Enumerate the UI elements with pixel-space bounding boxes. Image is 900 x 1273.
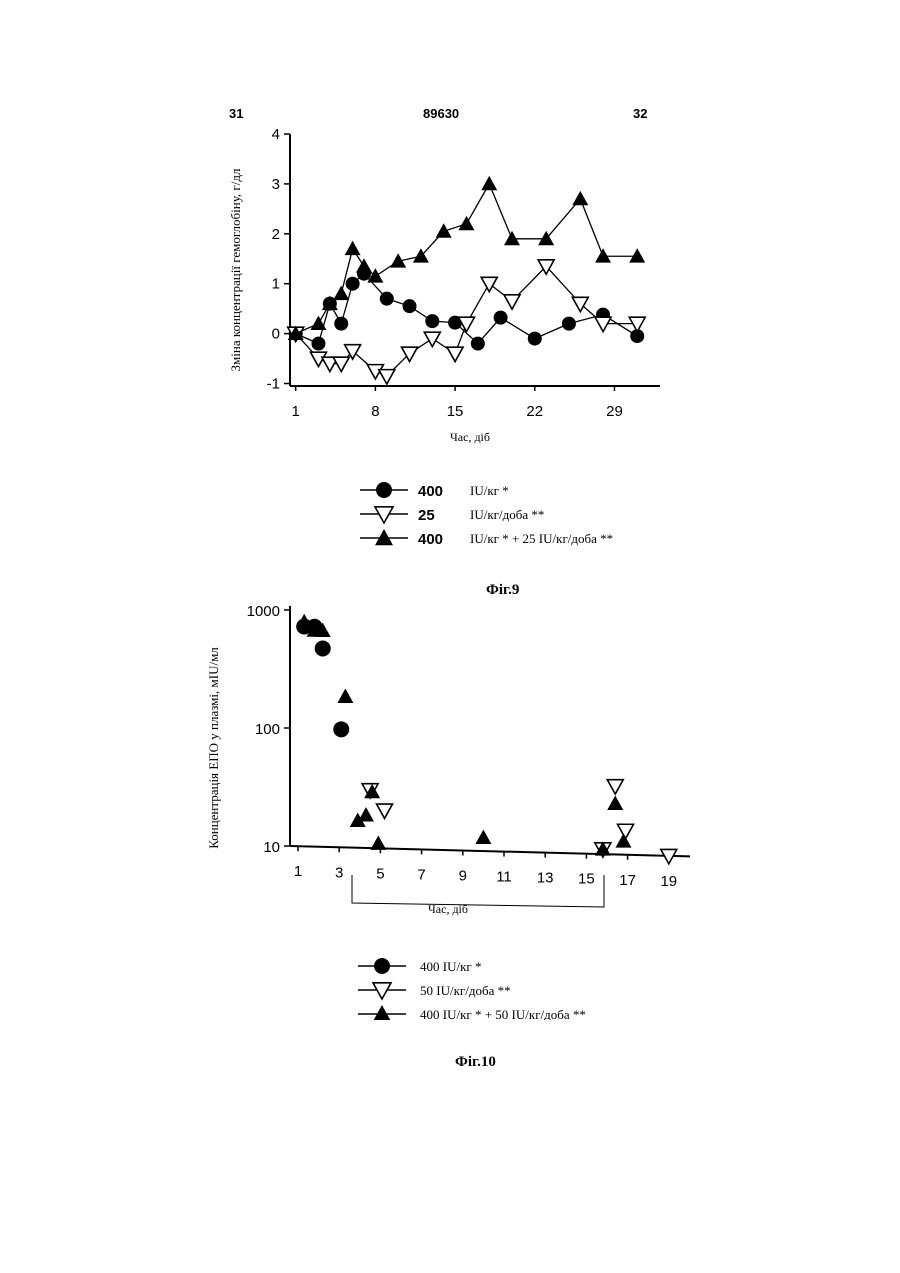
legend-circle-icon xyxy=(376,482,392,498)
data-point xyxy=(358,807,374,821)
figure-9-chart: -1 0 1 2 3 4 1 8 15 22 29 Зміна концентрації гемогл… xyxy=(0,0,900,460)
data-point xyxy=(345,241,361,255)
x-axis-label: Час, діб xyxy=(428,902,468,916)
x-tick-label: 15 xyxy=(447,403,464,420)
x-axis-bracket xyxy=(352,875,604,907)
data-point xyxy=(595,317,611,331)
legend-dose: 400 xyxy=(418,483,443,500)
data-point xyxy=(494,311,508,325)
y-axis-label: Зміна концентрації гемоглобіну, г/дл xyxy=(228,168,243,371)
data-point xyxy=(607,796,623,810)
legend-label: IU/кг * + 25 IU/кг/доба ** xyxy=(470,531,613,546)
x-tick-label: 7 xyxy=(417,866,425,883)
figure-9-legend: 400 IU/кг * 25 IU/кг/доба ** 400 IU/кг * + 25… xyxy=(340,474,680,554)
data-point xyxy=(504,295,520,309)
data-point xyxy=(425,314,439,328)
data-point xyxy=(377,804,393,818)
x-tick-label: 19 xyxy=(660,873,677,890)
x-tick-label: 1 xyxy=(294,863,302,880)
x-tick-label: 3 xyxy=(335,864,343,881)
y-axis-label: Концентрація ЕПО у плазмі, мIU/мл xyxy=(206,647,221,849)
data-point xyxy=(618,824,634,838)
y-tick-label: 1000 xyxy=(247,603,280,620)
data-point xyxy=(333,286,349,300)
figure-10-legend: 400 IU/кг * 50 IU/кг/доба ** 400 IU/кг * +… xyxy=(338,950,678,1020)
data-point xyxy=(380,292,394,306)
data-point xyxy=(528,332,542,346)
data-point xyxy=(629,317,645,331)
y-tick-label: 4 xyxy=(272,126,280,143)
data-point xyxy=(311,337,325,351)
data-point xyxy=(471,337,485,351)
x-tick-label: 1 xyxy=(292,403,300,420)
x-tick-label: 15 xyxy=(578,871,595,888)
legend-label: 400 IU/кг * xyxy=(420,959,481,974)
data-point xyxy=(403,299,417,313)
data-point xyxy=(629,248,645,262)
data-point xyxy=(436,223,452,237)
y-tick-label: -1 xyxy=(267,376,280,393)
y-tick-label: 1 xyxy=(272,276,280,293)
data-point xyxy=(475,830,491,844)
legend-label: 50 IU/кг/доба ** xyxy=(420,983,511,998)
figure-10-chart: 101001000135791113151719Концентрація ЕПО… xyxy=(0,590,900,920)
data-point xyxy=(572,191,588,205)
legend-tri-up-icon xyxy=(373,1005,391,1020)
data-point xyxy=(334,317,348,331)
data-point xyxy=(615,833,631,847)
data-point xyxy=(424,332,440,346)
data-point xyxy=(595,248,611,262)
x-tick-label: 29 xyxy=(606,403,623,420)
y-tick-label: 100 xyxy=(255,721,280,738)
data-point xyxy=(370,835,386,849)
data-point xyxy=(481,277,497,291)
legend-label: IU/кг/доба ** xyxy=(470,507,544,522)
data-point xyxy=(337,689,353,703)
x-tick-label: 8 xyxy=(371,403,379,420)
legend-dose: 400 xyxy=(418,531,443,548)
legend-tri-down-icon xyxy=(375,507,393,523)
data-point xyxy=(572,297,588,311)
data-point xyxy=(333,357,349,371)
x-tick-label: 11 xyxy=(496,869,512,886)
y-tick-label: 2 xyxy=(272,226,280,243)
data-point xyxy=(504,231,520,245)
data-point xyxy=(346,277,360,291)
x-tick-label: 5 xyxy=(376,865,384,882)
x-axis-label: Час, діб xyxy=(450,430,490,444)
x-tick-label: 17 xyxy=(619,872,636,889)
data-point xyxy=(562,317,576,331)
legend-dose: 25 xyxy=(418,507,435,524)
data-point xyxy=(458,216,474,230)
series-line-2 xyxy=(296,184,638,334)
legend-tri-down-icon xyxy=(373,983,391,999)
y-tick-label: 3 xyxy=(272,176,280,193)
data-point xyxy=(379,370,395,384)
legend-label: IU/кг * xyxy=(470,483,509,498)
x-tick-label: 9 xyxy=(459,867,467,884)
legend-tri-up-icon xyxy=(375,529,393,545)
x-tick-label: 13 xyxy=(537,870,554,887)
data-point xyxy=(607,780,623,794)
legend-label: 400 IU/кг * + 50 IU/кг/доба ** xyxy=(420,1007,586,1020)
data-point xyxy=(315,640,331,656)
data-point xyxy=(447,347,463,361)
legend-circle-icon xyxy=(374,958,390,974)
data-point xyxy=(333,721,349,737)
figure-10-caption: Фіг.10 xyxy=(455,1054,496,1071)
data-point xyxy=(481,176,497,190)
y-tick-label: 0 xyxy=(272,326,280,343)
x-tick-label: 22 xyxy=(526,403,543,420)
y-tick-label: 10 xyxy=(263,839,280,856)
data-point xyxy=(356,258,372,272)
